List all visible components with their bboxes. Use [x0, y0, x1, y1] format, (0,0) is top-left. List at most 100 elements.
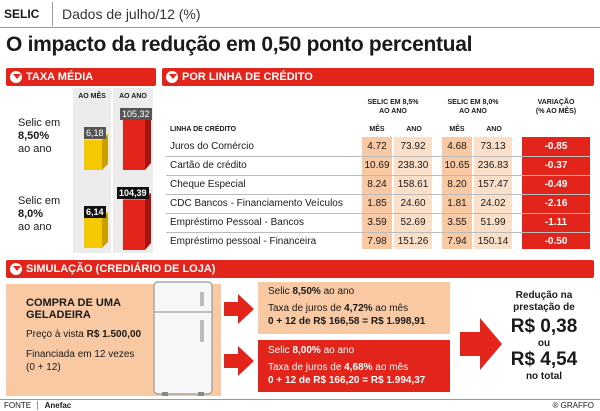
taxa-row1-mes-value: 6,18: [84, 127, 106, 139]
table-row: Empréstimo Pessoal - Bancos 3.59 52.69 3…: [166, 214, 590, 232]
credito-header-selic1-line1: SELIC EM 8,5%: [367, 99, 419, 106]
arrow-down-icon: [10, 263, 22, 275]
credito-bg-mes1: [362, 137, 392, 249]
taxa-row2-label: Selic em 8,0% ao ano: [18, 195, 60, 234]
cenario2-taxa-pre: Taxa de juros de: [268, 362, 345, 373]
credito-row-ano2: 150.14: [477, 236, 509, 247]
taxa-row1-label-line3: ao ano: [18, 143, 52, 155]
credito-header-selic2: SELIC EM 8,0% AO ANO: [438, 98, 508, 116]
credito-header: POR LINHA DE CRÉDITO: [162, 68, 594, 86]
footer-fonte-value: Anefac: [44, 401, 72, 410]
compra-title-line2: GELADEIRA: [26, 309, 91, 321]
credito-row-var: -2.16: [544, 198, 568, 209]
reducao-value2: R$ 4,54: [510, 349, 578, 370]
credito-col-ano1: ANO: [406, 126, 422, 133]
table-row: Cartão de crédito 10.69 238.30 10.65 236…: [166, 157, 590, 175]
credito-row-ano1: 158.61: [397, 179, 429, 190]
cenario2-selic-value: 8,00%: [292, 345, 321, 356]
credito-row-ano2: 51.99: [480, 217, 506, 228]
credito-row-var: -0.49: [544, 179, 568, 190]
reducao-title-line2: prestação de: [513, 302, 575, 313]
top-subtitle: Dados de julho/12 (%): [62, 6, 201, 22]
cenario1-selic-value: 8,50%: [292, 286, 321, 297]
headline: O impacto da redução em 0,50 ponto perce…: [6, 33, 473, 56]
table-row: Juros do Comércio 4.72 73.92 4.68 73.13 …: [166, 137, 590, 156]
compra-preco-value: R$ 1.500,00: [86, 329, 142, 340]
credito-header-var: VARIAÇÃO (% AO MÊS): [522, 98, 590, 116]
credito-row-var: -0.85: [544, 141, 568, 152]
credito-row-mes1: 10.69: [364, 160, 390, 171]
row-divider: [166, 213, 590, 214]
cenario1-box: [258, 282, 450, 334]
taxa-row2-mes-value: 6,14: [84, 206, 106, 218]
credito-col-mes1: MÊS: [369, 126, 385, 133]
cenario1-text: Selic 8,50% ao ano Taxa de juros de 4,72…: [268, 285, 425, 328]
credito-row-var: -1.11: [544, 217, 568, 228]
row-divider: [166, 156, 590, 157]
cenario2-box: [258, 340, 450, 392]
footer-divider: [0, 399, 600, 400]
taxa-media-title: TAXA MÉDIA: [26, 71, 94, 83]
credito-row-name: Cheque Especial: [170, 179, 246, 190]
taxa-row2-label-line2: 8,0%: [18, 208, 44, 220]
credito-bg-var: [522, 137, 590, 249]
credito-row-mes2: 1.81: [447, 198, 467, 209]
credito-row-ano2: 157.47: [477, 179, 509, 190]
footer-fonte-label: FONTE: [4, 401, 32, 410]
simulacao-title: SIMULAÇÃO (CREDIÁRIO DE LOJA): [26, 263, 216, 275]
credito-bg-ano2: [474, 137, 512, 249]
credito-row-name: Cartão de crédito: [170, 160, 247, 171]
reducao-ou: ou: [537, 338, 551, 349]
credito-row-ano1: 238.30: [397, 160, 429, 171]
credito-row-mes1: 1.85: [367, 198, 387, 209]
credito-col-ano2: ANO: [486, 126, 502, 133]
compra-title-line1: COMPRA DE UMA: [26, 297, 121, 309]
credito-col-mes2: MÊS: [449, 126, 465, 133]
cenario2-text: Selic 8,00% ao ano Taxa de juros de 4,68…: [268, 344, 425, 387]
taxa-row1-label: Selic em 8,50% ao ano: [18, 117, 60, 156]
arrow-right-icon: [224, 346, 254, 376]
compra-financiada-line2: (0 + 12): [26, 362, 61, 373]
cenario1-calc: 0 + 12 de R$ 166,58 = R$ 1.998,91: [268, 316, 426, 327]
credito-table: Juros do Comércio 4.72 73.92 4.68 73.13 …: [166, 137, 590, 251]
credito-bg-ano1: [394, 137, 432, 249]
credito-header-var-line2: (% AO MÊS): [535, 108, 577, 115]
reducao-title-line1: Redução na: [515, 290, 573, 301]
cenario2-calc: 0 + 12 de R$ 166,20 = R$ 1.994,37: [268, 375, 426, 386]
compra-title: COMPRA DE UMA GELADEIRA: [26, 297, 121, 321]
footer-fonte: FONTE Anefac: [4, 401, 71, 411]
credito-row-mes2: 10.65: [444, 160, 470, 171]
reducao-value1: R$ 0,38: [510, 316, 578, 337]
reducao-total: no total: [525, 371, 563, 382]
taxa-media-header: TAXA MÉDIA: [6, 68, 156, 86]
cenario2-taxa-post: ao mês: [372, 362, 409, 373]
taxa-row1-ano-value: 105,32: [120, 108, 152, 120]
table-row: Cheque Especial 8.24 158.61 8.20 157.47 …: [166, 176, 590, 194]
top-separator: [52, 2, 53, 26]
row-divider: [166, 232, 590, 233]
refrigerator-icon: [153, 281, 213, 396]
cenario1-taxa-post: ao mês: [372, 303, 409, 314]
row-divider: [166, 175, 590, 176]
taxa-col-mes: AO MÊS: [78, 93, 106, 100]
compra-preco-text: Preço à vista: [26, 329, 87, 340]
table-row: Empréstimo pessoal - Financeira 7.98 151…: [166, 233, 590, 251]
arrow-down-icon: [166, 71, 178, 83]
row-divider: [166, 194, 590, 195]
credito-header-selic1-line2: AO ANO: [379, 108, 407, 115]
credito-row-mes1: 8.24: [367, 179, 387, 190]
taxa-row2-label-line3: ao ano: [18, 221, 52, 233]
credito-row-mes2: 4.68: [447, 141, 467, 152]
compra-financiada: Financiada em 12 vezes (0 + 12): [26, 348, 134, 374]
cenario1-selic-post: ao ano: [320, 286, 355, 297]
credito-row-mes1: 4.72: [367, 141, 387, 152]
footer-credit: ® GRAFFO: [552, 401, 594, 410]
reducao-block: Redução na prestação de R$ 0,38 ou R$ 4,…: [492, 290, 596, 382]
credito-header-selic2-line2: AO ANO: [459, 108, 487, 115]
credito-row-name: CDC Bancos - Financiamento Veículos: [170, 198, 343, 209]
credito-row-mes2: 3.55: [447, 217, 467, 228]
top-tag: SELIC: [4, 7, 40, 21]
credito-row-ano1: 73.92: [400, 141, 426, 152]
credito-row-var: -0.50: [544, 236, 568, 247]
taxa-row1-label-line1: Selic em: [18, 117, 61, 129]
